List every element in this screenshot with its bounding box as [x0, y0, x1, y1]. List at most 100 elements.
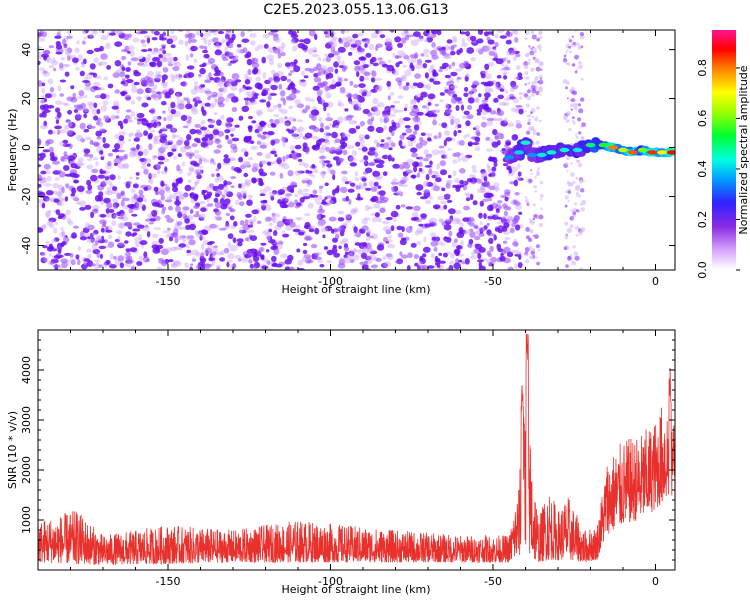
noise-blob	[475, 97, 480, 104]
noise-blob	[459, 31, 467, 35]
noise-blob	[112, 158, 121, 164]
noise-blob	[159, 133, 168, 139]
noise-blob	[303, 75, 309, 79]
noise-blob	[85, 189, 93, 195]
noise-blob	[343, 246, 350, 252]
noise-blob	[335, 148, 343, 155]
noise-blob	[38, 55, 42, 60]
noise-blob	[191, 186, 195, 191]
noise-blob	[133, 193, 138, 201]
noise-blob	[288, 30, 294, 35]
noise-blob	[213, 77, 221, 83]
noise-blob	[264, 216, 269, 222]
noise-blob	[269, 171, 276, 176]
noise-blob	[156, 74, 162, 78]
noise-blob	[400, 184, 409, 188]
noise-blob	[60, 227, 64, 231]
noise-blob	[61, 186, 65, 194]
noise-blob	[47, 209, 52, 213]
noise-blob	[398, 164, 405, 170]
noise-blob	[115, 69, 119, 77]
noise-blob	[374, 176, 381, 179]
noise-blob	[69, 258, 76, 264]
noise-blob	[150, 107, 156, 115]
noise-blob	[99, 121, 104, 126]
noise-blob	[132, 37, 140, 43]
noise-blob	[125, 67, 131, 72]
signal-peak	[627, 150, 638, 155]
noise-blob	[379, 117, 384, 124]
noise-blob	[570, 108, 573, 111]
noise-blob	[270, 69, 276, 75]
noise-blob	[347, 155, 354, 162]
noise-blob	[122, 163, 130, 169]
noise-blob	[325, 195, 333, 199]
noise-blob	[404, 169, 413, 174]
noise-blob	[354, 171, 359, 177]
noise-blob	[351, 150, 357, 157]
noise-blob	[94, 75, 102, 80]
noise-blob	[188, 153, 193, 160]
noise-blob	[63, 45, 69, 51]
noise-blob	[458, 226, 464, 234]
noise-blob	[78, 90, 85, 97]
noise-blob	[386, 239, 393, 243]
noise-blob	[574, 54, 579, 60]
noise-blob	[249, 140, 255, 144]
noise-blob	[326, 86, 333, 91]
noise-blob	[203, 194, 212, 200]
noise-blob	[124, 163, 129, 169]
noise-blob	[226, 95, 231, 99]
noise-blob	[461, 155, 469, 163]
noise-blob	[190, 45, 198, 52]
noise-blob	[469, 177, 478, 184]
noise-blob	[120, 81, 126, 85]
colorbar-tick-label: 0.2	[696, 211, 709, 229]
noise-blob	[566, 170, 569, 173]
noise-blob	[452, 218, 460, 225]
noise-blob	[58, 213, 65, 218]
noise-blob	[146, 96, 152, 101]
noise-blob	[324, 34, 330, 38]
noise-blob	[360, 144, 366, 148]
spectrogram-ytick-label: -20	[20, 188, 33, 206]
noise-blob	[61, 235, 66, 239]
noise-blob	[208, 241, 215, 244]
noise-blob	[295, 103, 302, 108]
noise-blob	[441, 187, 446, 192]
noise-blob	[430, 232, 437, 238]
noise-blob	[120, 124, 124, 130]
noise-blob	[205, 186, 213, 191]
noise-blob	[241, 38, 250, 43]
noise-blob	[306, 259, 314, 264]
noise-blob	[271, 161, 277, 165]
noise-blob	[373, 105, 379, 111]
noise-blob	[412, 31, 421, 38]
noise-blob	[323, 132, 330, 139]
noise-blob	[385, 229, 392, 233]
signal-peak	[598, 142, 609, 148]
noise-blob	[289, 200, 293, 207]
noise-blob	[132, 183, 139, 189]
noise-blob	[493, 234, 497, 241]
noise-blob	[214, 216, 219, 221]
noise-blob	[358, 182, 363, 188]
noise-blob	[368, 147, 376, 152]
noise-blob	[447, 174, 452, 179]
noise-blob	[168, 259, 174, 263]
noise-blob	[266, 161, 272, 166]
noise-blob	[155, 246, 160, 252]
noise-blob	[409, 99, 417, 105]
noise-blob	[535, 116, 538, 119]
noise-blob	[512, 50, 520, 55]
noise-blob	[517, 163, 521, 169]
noise-blob	[314, 253, 320, 257]
noise-blob	[182, 193, 189, 197]
noise-blob	[305, 147, 310, 155]
noise-blob	[238, 156, 244, 163]
noise-blob	[355, 125, 360, 130]
noise-blob	[392, 100, 401, 104]
noise-blob	[60, 258, 68, 264]
noise-blob	[204, 45, 208, 51]
noise-blob	[495, 208, 500, 214]
